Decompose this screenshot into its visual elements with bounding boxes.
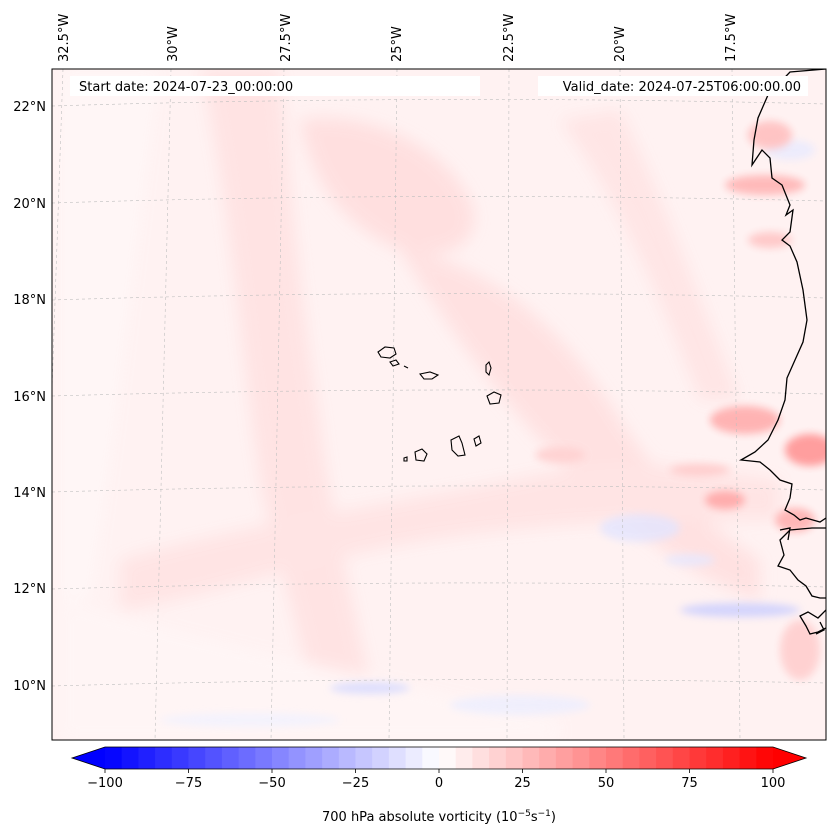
colorbar-tick-label: 75	[681, 776, 698, 791]
lon-label: 17.5°W	[724, 14, 739, 62]
lat-label: 10°N	[13, 679, 46, 694]
colorbar-segment	[439, 747, 457, 769]
colorbar-segment	[188, 747, 206, 769]
lat-label: 16°N	[13, 390, 46, 405]
colorbar-segment	[555, 747, 574, 769]
colorbar-segment	[472, 747, 490, 769]
colorbar-segment	[338, 747, 356, 769]
colorbar-segment	[739, 747, 757, 769]
colorbar-segment	[171, 747, 189, 769]
colorbar-tick-label: 25	[514, 776, 531, 791]
lon-label: 20°W	[613, 26, 628, 62]
colorbar-tick-label: −100	[87, 776, 123, 791]
colorbar-segment	[205, 747, 223, 769]
colorbar-segment	[322, 747, 340, 769]
lat-label: 12°N	[13, 582, 46, 597]
colorbar-segment	[221, 747, 240, 769]
colorbar-segment	[489, 747, 507, 769]
lat-label: 14°N	[13, 486, 46, 501]
lat-label: 18°N	[13, 293, 46, 308]
vorticity-field	[52, 69, 826, 740]
lat-label: 22°N	[13, 100, 46, 115]
valid-date-label: Valid_date: 2024-07-25T06:00:00.00	[563, 80, 801, 95]
colorbar-segment	[288, 747, 306, 769]
start-date-box	[70, 76, 480, 96]
longitude-labels: 32.5°W 30°W 27.5°W 25°W 22.5°W 20°W 17.5…	[57, 14, 739, 62]
colorbar-tick-label: −25	[342, 776, 369, 791]
lon-label: 27.5°W	[279, 14, 294, 62]
graticule	[52, 69, 826, 740]
colorbar-ticks: −100 −75 −50 −25 0 25 50 75 100	[87, 769, 785, 791]
colorbar-segment	[639, 747, 657, 769]
map-frame	[51, 68, 827, 741]
colorbar-segment	[255, 747, 273, 769]
colorbar-segment	[305, 747, 323, 769]
colorbar-tick-label: −50	[258, 776, 285, 791]
colorbar-segment	[372, 747, 390, 769]
lon-label: 30°W	[166, 26, 181, 62]
colorbar-segment	[355, 747, 373, 769]
colorbar-segment	[539, 747, 557, 769]
colorbar-segment	[706, 747, 724, 769]
colorbar-extend-high	[773, 747, 806, 769]
colorbar-segment	[455, 747, 473, 769]
valid-date-box	[538, 76, 808, 96]
colorbar-extend-low	[72, 747, 105, 769]
colorbar-segment	[656, 747, 674, 769]
colorbar-tick-label: 0	[435, 776, 443, 791]
lon-label: 32.5°W	[57, 14, 72, 62]
colorbar-segment	[422, 747, 440, 769]
colorbar-segment	[405, 747, 423, 769]
colorbar-segment	[722, 747, 741, 769]
colorbar-label: 700 hPa absolute vorticity (10−5s−1)	[322, 809, 556, 825]
colorbar-segment	[572, 747, 590, 769]
colorbar-segment	[622, 747, 640, 769]
colorbar-segment	[238, 747, 256, 769]
colorbar-segment	[138, 747, 156, 769]
lon-label: 25°W	[390, 26, 405, 62]
colorbar-segment	[589, 747, 607, 769]
cape-verde-islands	[377, 346, 502, 462]
colorbar-segment	[522, 747, 540, 769]
colorbar-segment	[505, 747, 523, 769]
colorbar-segment	[121, 747, 139, 769]
colorbar-tick-label: −75	[175, 776, 202, 791]
colorbar-segment	[155, 747, 173, 769]
colorbar-segment	[672, 747, 690, 769]
lon-label: 22.5°W	[502, 14, 517, 62]
colorbar-tick-label: 100	[761, 776, 786, 791]
lat-label: 20°N	[13, 197, 46, 212]
colorbar-segment	[272, 747, 290, 769]
latitude-labels: 22°N 20°N 18°N 16°N 14°N 12°N 10°N	[13, 100, 46, 694]
colorbar-tick-label: 50	[598, 776, 615, 791]
colorbar-segment	[606, 747, 624, 769]
coastline	[738, 69, 826, 635]
colorbar-segment	[105, 747, 123, 769]
colorbar-segment	[756, 747, 774, 769]
colorbar-segment	[388, 747, 407, 769]
colorbar	[70, 746, 808, 770]
start-date-label: Start date: 2024-07-23_00:00:00	[79, 80, 293, 95]
colorbar-segment	[689, 747, 707, 769]
